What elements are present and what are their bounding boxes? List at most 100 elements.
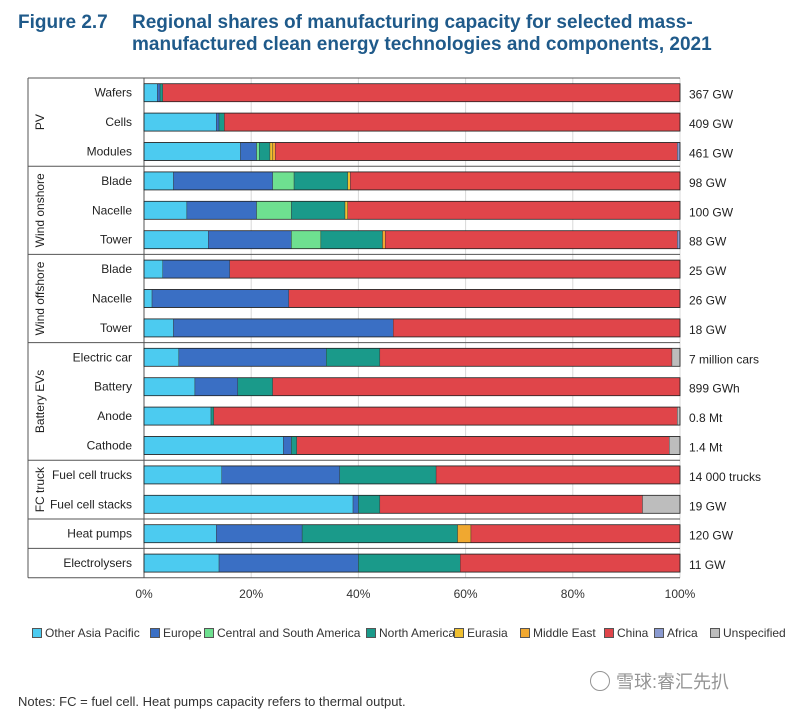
category-label: Modules (87, 145, 132, 159)
bar-segment (352, 495, 359, 514)
bar-outline (143, 112, 681, 132)
total-label: 98 GW (689, 176, 727, 190)
legend-label: Africa (667, 626, 698, 640)
bar-segment (256, 201, 292, 220)
bar-segment (229, 259, 681, 279)
category-label: Blade (101, 262, 132, 276)
bar-outline (143, 142, 681, 161)
category-label: Electric car (73, 350, 132, 364)
bar-outline (143, 494, 681, 514)
bar-segment (143, 259, 163, 279)
bar-segment (194, 377, 238, 396)
bar-segment (269, 142, 273, 161)
bar-outline (143, 406, 681, 426)
bar-segment (669, 436, 681, 455)
bar-segment (159, 83, 163, 102)
legend-item: Other Asia Pacific (32, 626, 140, 640)
category-label: Cathode (87, 439, 133, 453)
legend-swatch (204, 628, 214, 638)
legend-label: North America (379, 626, 456, 640)
total-label: 25 GW (689, 264, 727, 278)
bar-segment (178, 348, 327, 367)
notes: Notes: FC = fuel cell. Heat pumps capaci… (18, 694, 406, 709)
total-label: 100 GW (689, 205, 734, 219)
legend-item: Africa (654, 626, 698, 640)
bar-segment (143, 406, 212, 426)
category-label: Tower (100, 233, 132, 247)
category-label: Electrolysers (63, 556, 132, 570)
bar-segment (143, 524, 217, 543)
x-tick-label: 100% (665, 587, 696, 601)
bar-segment (143, 83, 158, 102)
legend-swatch (604, 628, 614, 638)
total-label: 0.8 Mt (689, 411, 723, 425)
bar-outline (143, 436, 681, 455)
group-label: FC truck (33, 466, 47, 512)
legend-item: Europe (150, 626, 202, 640)
legend-swatch (150, 628, 160, 638)
group-label: PV (33, 114, 47, 130)
bar-outline (143, 171, 681, 191)
category-label: Nacelle (92, 203, 132, 217)
bar-segment (216, 112, 220, 132)
bar-segment (671, 348, 681, 367)
bar-segment (143, 495, 354, 514)
bar-segment (240, 142, 257, 161)
bar-segment (347, 201, 681, 220)
total-label: 26 GW (689, 294, 727, 308)
bar-segment (143, 112, 217, 132)
total-label: 120 GW (689, 529, 734, 543)
bar-segment (291, 436, 297, 455)
category-label: Cells (105, 115, 132, 129)
x-tick-label: 80% (561, 587, 585, 601)
bar-segment (259, 142, 271, 161)
bar-segment (143, 142, 241, 161)
group-label: Wind offshore (33, 261, 47, 335)
bar-segment (208, 230, 292, 249)
total-label: 19 GW (689, 499, 727, 513)
chart-legend: Other Asia Pacific Europe Central and Sout… (32, 624, 792, 644)
legend-item: Eurasia (454, 626, 508, 640)
legend-swatch (454, 628, 464, 638)
bar-segment (143, 436, 284, 455)
chart-svg: 0% 20% 40% 60% 80% 100% PV Wind onshore Wind off… (27, 77, 761, 601)
bar-segment (358, 495, 381, 514)
bar-segment (677, 230, 681, 249)
bar-outline (143, 259, 681, 279)
bar-segment (143, 318, 174, 338)
category-label: Tower (100, 321, 132, 335)
bar-segment (143, 201, 188, 220)
category-label: Wafers (94, 86, 132, 100)
legend-item: North America (366, 626, 455, 640)
watermark-text: 雪球:睿汇先扒 (616, 672, 730, 692)
bar-segment (301, 524, 458, 543)
total-label: 11 GW (689, 558, 726, 572)
bar-segment (157, 83, 161, 102)
bar-segment (213, 406, 678, 426)
bar-segment (143, 553, 220, 573)
total-label: 409 GW (689, 117, 734, 131)
watermark: 雪球:睿汇先扒 (590, 668, 729, 694)
bar-segment (143, 377, 196, 396)
bar-segment (173, 171, 273, 191)
bar-segment (186, 201, 257, 220)
bar-segment (272, 171, 295, 191)
bar-segment (339, 465, 437, 485)
bar-segment (221, 465, 340, 485)
bar-outline (143, 377, 681, 397)
category-label: Nacelle (92, 292, 132, 306)
x-tick-label: 20% (239, 587, 263, 601)
legend-item: China (604, 626, 648, 640)
bar-segment (677, 142, 681, 161)
bar-segment (350, 171, 681, 191)
total-label: 14 000 trucks (689, 470, 761, 484)
bar-segment (358, 553, 461, 573)
bar-segment (283, 436, 292, 455)
total-label: 1.4 Mt (689, 441, 723, 455)
bar-segment (435, 465, 681, 485)
legend-item: Middle East (520, 626, 596, 640)
bar-outline (143, 230, 681, 250)
bar-outline (143, 524, 681, 544)
watermark-logo-icon (590, 671, 610, 691)
legend-label: China (617, 626, 649, 640)
